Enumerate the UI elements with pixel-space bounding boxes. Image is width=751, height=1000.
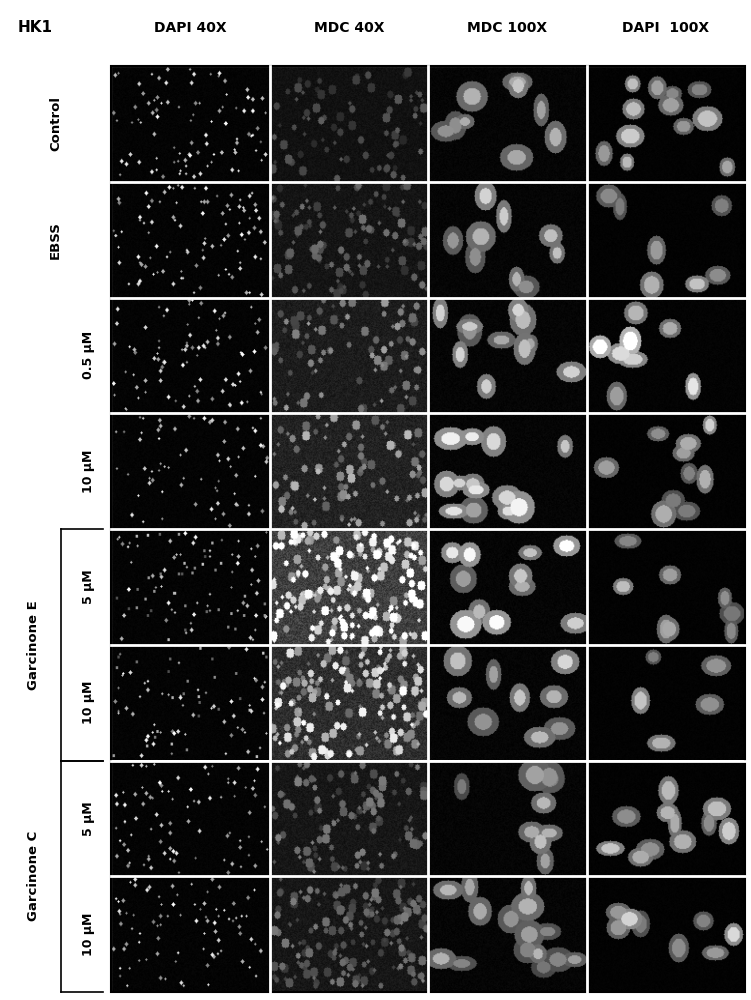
Text: HK1: HK1: [18, 20, 53, 35]
Text: Garcinone C: Garcinone C: [27, 831, 40, 921]
Text: DAPI  100X: DAPI 100X: [622, 21, 710, 35]
Text: MDC 40X: MDC 40X: [314, 21, 384, 35]
Text: 10 μM: 10 μM: [83, 449, 95, 493]
Text: EBSS: EBSS: [49, 221, 62, 259]
Text: 10 μM: 10 μM: [83, 681, 95, 724]
Text: Garcinone E: Garcinone E: [27, 600, 40, 690]
Text: MDC 100X: MDC 100X: [467, 21, 547, 35]
Text: DAPI 40X: DAPI 40X: [154, 21, 227, 35]
Text: 5 μM: 5 μM: [83, 570, 95, 604]
Text: 5 μM: 5 μM: [83, 801, 95, 836]
Text: 10 μM: 10 μM: [83, 912, 95, 956]
Text: 0.5 μM: 0.5 μM: [83, 331, 95, 379]
Text: Control: Control: [49, 96, 62, 151]
